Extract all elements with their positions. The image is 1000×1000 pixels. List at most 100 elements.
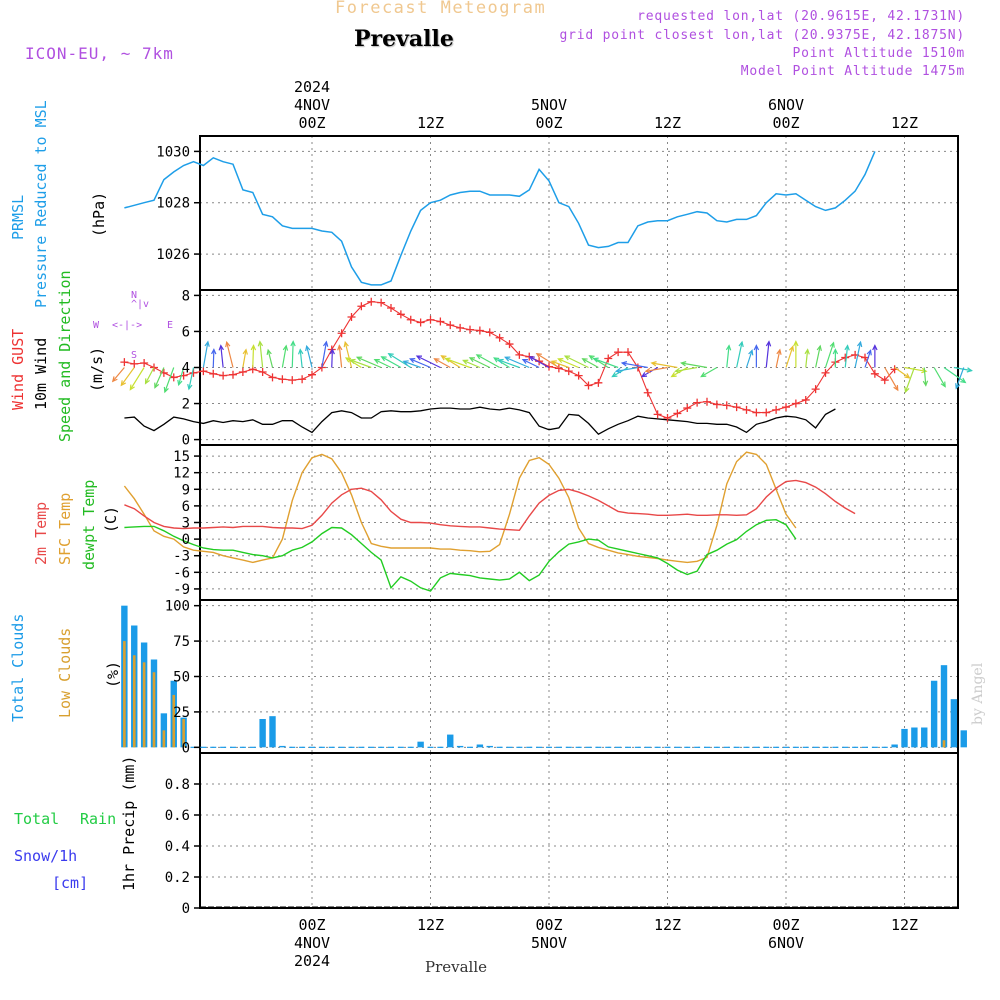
wind-arrow-head [550, 360, 557, 366]
low-cloud-bar [123, 641, 126, 748]
gust-marker [238, 368, 247, 377]
gust-marker [209, 369, 218, 378]
total-cloud-bar [279, 745, 286, 748]
time-label-top: 00Z [298, 114, 325, 132]
wind-arrow-head [765, 340, 772, 347]
gust-marker [594, 378, 603, 387]
grid-lines [200, 136, 958, 909]
gust-marker [130, 359, 139, 368]
wind-direction-arrow [388, 353, 412, 369]
gust-marker [505, 340, 514, 349]
total-cloud-bar [486, 745, 493, 748]
axis-labels: 10261028103002468-9-6-303691215025507510… [156, 78, 918, 970]
wind-direction-arrow [434, 358, 451, 369]
y-tick-label: 8 [182, 288, 190, 304]
total-cloud-bar [891, 744, 898, 748]
wind-arrow-head [592, 357, 599, 363]
wind-arrow-head [154, 382, 160, 389]
gust-marker [811, 385, 820, 394]
wind-arrow-head [337, 344, 343, 351]
wind-arrow-head [650, 361, 657, 367]
wind-arrow-head [373, 359, 380, 364]
wind-arrow-head [614, 367, 622, 374]
wind-direction-arrow [463, 359, 481, 369]
wind-direction-arrow [154, 367, 165, 388]
wind-direction-arrow [582, 358, 599, 369]
time-label-bottom: 12Z [654, 916, 681, 934]
wind-arrow-head [163, 386, 169, 394]
gust-marker [870, 369, 879, 378]
wind-direction-arrow [281, 345, 287, 368]
wind-arrow-head [120, 380, 127, 387]
wind-arrow-head [242, 348, 248, 355]
gust-marker [554, 364, 563, 373]
gust-marker [298, 375, 307, 384]
gust-marker [880, 376, 889, 385]
wind-arrow-head [674, 367, 681, 374]
compass-east: E [167, 320, 174, 331]
wind-direction-arrow [267, 349, 274, 368]
wind-direction-arrow [558, 358, 579, 369]
wind-arrow-head [738, 340, 744, 348]
snow-precip-label: Snow/1h [14, 847, 78, 865]
rain-precip-label: Rain [80, 810, 117, 828]
wind-direction-arrow [242, 349, 247, 368]
wind-direction-arrow [145, 367, 155, 384]
wind-direction-arrow [593, 358, 619, 369]
y-tick-label: 9 [182, 482, 190, 498]
time-label-top: 4NOV [294, 96, 330, 114]
wind-arrow-head [620, 361, 628, 367]
wind-direction-arrow [403, 360, 421, 369]
wind-direction-arrow [120, 367, 135, 386]
wind-arrow-head [444, 357, 451, 363]
location-title: Prevalle [354, 26, 454, 52]
time-label-top: 12Z [417, 114, 444, 132]
y-tick-label: 25 [173, 705, 190, 721]
wind-arrow-head [218, 344, 224, 351]
wind-arrow-head [557, 358, 564, 364]
low-cloud-bar [172, 694, 176, 748]
y-tick-label: 6 [182, 499, 190, 515]
wind-arrow-head [250, 344, 257, 351]
gridpoint-coords: grid point closest lon,lat (20.9375E, 42… [559, 28, 965, 43]
wind-arrow-head [344, 357, 352, 363]
wind-direction-arrow [904, 367, 915, 393]
wind-direction-arrow [616, 366, 638, 372]
total-cloud-bar [901, 728, 908, 748]
gust-line [124, 301, 896, 419]
wind-arrow-head [921, 367, 928, 374]
panel-frame [199, 135, 959, 291]
gust-marker [406, 315, 415, 324]
point-altitude: Point Altitude 1510m [792, 46, 965, 61]
gust-marker [377, 298, 386, 307]
wind-arrow-head [588, 355, 595, 361]
model-altitude: Model Point Altitude 1475m [740, 64, 965, 79]
sfc-temp-line [123, 451, 797, 564]
wind-arrow-head [408, 358, 416, 364]
time-label-top: 12Z [891, 114, 918, 132]
compass-south: S [131, 350, 138, 361]
wind-direction-arrow [894, 367, 910, 379]
wind-direction-arrow [129, 367, 145, 390]
time-label-top: 5NOV [531, 96, 567, 114]
y-tick-label: 0 [182, 433, 190, 449]
wind-arrow-head [468, 357, 475, 363]
wind-direction-arrow [331, 349, 333, 368]
y-tick-label: 12 [173, 466, 190, 482]
wind-direction-arrow [259, 341, 264, 368]
y-tick-label: 0 [182, 740, 190, 756]
wind-arrow-head [504, 356, 511, 362]
time-label-top: 00Z [772, 114, 799, 132]
time-label-bottom: 2024 [294, 952, 330, 970]
wind-direction-arrow [381, 356, 402, 369]
time-label-bottom: 00Z [535, 916, 562, 934]
wind-arrow-head [725, 344, 732, 351]
time-label-bottom: 12Z [417, 916, 444, 934]
wind-arrow-head [322, 340, 329, 347]
model-label: ICON-EU, ~ 7km [25, 44, 174, 63]
gust-marker [475, 326, 484, 335]
y-tick-label: 4 [182, 361, 190, 377]
wind-arrow-head [475, 354, 482, 360]
wind-arrow-head [521, 359, 528, 364]
